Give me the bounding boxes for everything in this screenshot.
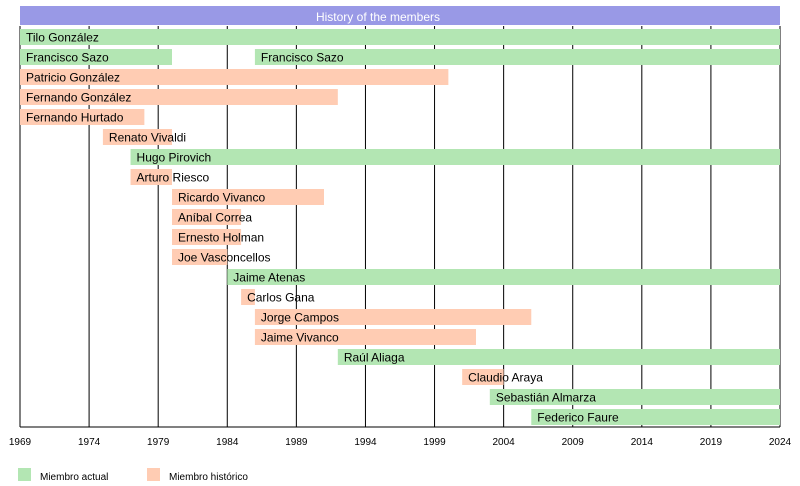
legend-swatch-actual bbox=[18, 468, 31, 481]
x-tick-label: 1969 bbox=[9, 437, 32, 448]
member-label: Francisco Sazo bbox=[261, 51, 344, 65]
bar-actual bbox=[227, 269, 781, 285]
member-label: Claudio Araya bbox=[468, 371, 543, 385]
chart-title: History of the members bbox=[316, 10, 440, 24]
member-label: Hugo Pirovich bbox=[137, 151, 212, 165]
bar-actual bbox=[130, 149, 780, 165]
member-label: Patricio González bbox=[26, 71, 120, 85]
legend-label-actual: Miembro actual bbox=[40, 472, 108, 483]
x-tick-label: 2014 bbox=[631, 437, 654, 448]
member-label: Francisco Sazo bbox=[26, 51, 109, 65]
member-label: Jaime Vivanco bbox=[261, 331, 339, 345]
legend-label-historico: Miembro histórico bbox=[169, 472, 248, 483]
bar-historico bbox=[20, 89, 338, 105]
bar-actual bbox=[20, 49, 172, 65]
member-label: Renato Vivaldi bbox=[109, 131, 186, 145]
bar-actual bbox=[337, 349, 780, 365]
legend-swatch-historico bbox=[147, 468, 160, 481]
member-label: Jorge Campos bbox=[261, 311, 339, 325]
x-tick-label: 1974 bbox=[78, 437, 101, 448]
bar-actual bbox=[254, 49, 781, 65]
bar-historico bbox=[20, 109, 145, 125]
member-label: Aníbal Correa bbox=[178, 211, 252, 225]
member-label: Federico Faure bbox=[537, 411, 619, 425]
member-label: Fernando González bbox=[26, 91, 131, 105]
x-tick-label: 1979 bbox=[147, 437, 170, 448]
title-bar bbox=[20, 6, 780, 25]
member-label: Jaime Atenas bbox=[233, 271, 305, 285]
bar-historico bbox=[172, 189, 324, 205]
bar-historico bbox=[172, 209, 242, 225]
bar-historico bbox=[254, 309, 532, 325]
bar-historico bbox=[254, 329, 476, 345]
member-label: Fernando Hurtado bbox=[26, 111, 124, 125]
bar-historico bbox=[172, 249, 228, 265]
bar-historico bbox=[462, 369, 504, 385]
member-label: Ricardo Vivanco bbox=[178, 191, 265, 205]
member-label: Raúl Aliaga bbox=[344, 351, 405, 365]
x-tick-label: 1999 bbox=[423, 437, 446, 448]
bar-historico bbox=[241, 289, 255, 305]
x-tick-label: 1989 bbox=[285, 437, 308, 448]
bar-actual bbox=[489, 389, 780, 405]
bar-historico bbox=[172, 229, 242, 245]
member-label: Tilo González bbox=[26, 31, 99, 45]
bar-historico bbox=[102, 129, 172, 145]
member-label: Joe Vasconcellos bbox=[178, 251, 271, 265]
bar-actual bbox=[20, 29, 780, 45]
bar-actual bbox=[531, 409, 780, 425]
x-tick-label: 2004 bbox=[493, 437, 516, 448]
member-label: Ernesto Holman bbox=[178, 231, 264, 245]
x-tick-label: 1994 bbox=[354, 437, 377, 448]
member-label: Sebastián Almarza bbox=[496, 391, 596, 405]
x-tick-label: 1984 bbox=[216, 437, 239, 448]
x-tick-label: 2009 bbox=[562, 437, 585, 448]
bar-historico bbox=[130, 169, 172, 185]
x-tick-label: 2024 bbox=[769, 437, 792, 448]
member-label: Arturo Riesco bbox=[137, 171, 210, 185]
x-tick-label: 2019 bbox=[700, 437, 723, 448]
bar-historico bbox=[20, 69, 449, 85]
member-label: Carlos Gana bbox=[247, 291, 315, 305]
